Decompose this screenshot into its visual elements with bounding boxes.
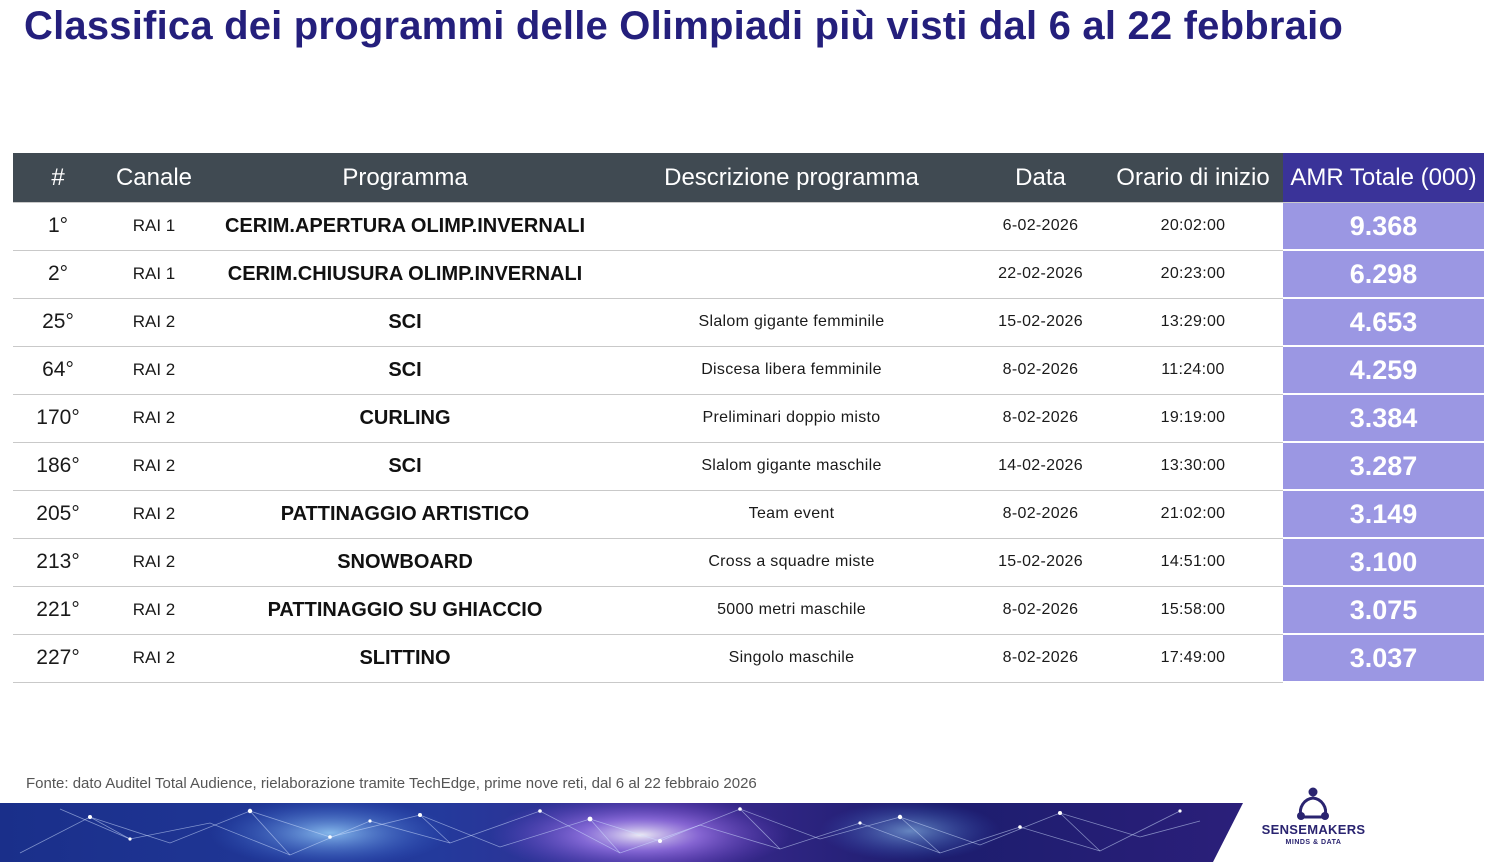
amr-cell: 6.298 xyxy=(1283,250,1484,299)
description-cell xyxy=(605,250,978,299)
date-cell: 15-02-2026 xyxy=(978,538,1103,587)
sensemakers-logo-icon xyxy=(1297,787,1329,820)
date-cell: 8-02-2026 xyxy=(978,586,1103,635)
header-date: Data xyxy=(978,153,1103,203)
amr-cell: 4.259 xyxy=(1283,346,1484,395)
channel-cell: RAI 1 xyxy=(103,202,205,251)
amr-cell: 9.368 xyxy=(1283,202,1484,251)
program-cell: SLITTINO xyxy=(205,634,605,683)
description-cell: Slalom gigante femminile xyxy=(605,298,978,347)
sensemakers-logo: SENSEMAKERS MINDS & DATA xyxy=(1246,784,1381,854)
table-row: 25° RAI 2 SCI Slalom gigante femminile 1… xyxy=(13,298,1484,347)
amr-cell: 3.100 xyxy=(1283,538,1484,587)
program-cell: CURLING xyxy=(205,394,605,443)
table-row: 64° RAI 2 SCI Discesa libera femminile 8… xyxy=(13,346,1484,395)
page-title: Classifica dei programmi delle Olimpiadi… xyxy=(24,4,1344,48)
amr-cell: 3.287 xyxy=(1283,442,1484,491)
header-rank: # xyxy=(13,153,103,203)
header-program: Programma xyxy=(205,153,605,203)
channel-cell: RAI 2 xyxy=(103,346,205,395)
table-row: 205° RAI 2 PATTINAGGIO ARTISTICO Team ev… xyxy=(13,490,1484,539)
table-row: 213° RAI 2 SNOWBOARD Cross a squadre mis… xyxy=(13,538,1484,587)
description-cell: Singolo maschile xyxy=(605,634,978,683)
table-row: 2° RAI 1 CERIM.CHIUSURA OLIMP.INVERNALI … xyxy=(13,250,1484,299)
channel-cell: RAI 2 xyxy=(103,298,205,347)
header-start-time: Orario di inizio xyxy=(1103,153,1283,203)
logo-tagline: MINDS & DATA xyxy=(1285,839,1342,846)
start-time-cell: 17:49:00 xyxy=(1103,634,1283,683)
logo-name: SENSEMAKERS xyxy=(1261,822,1366,837)
rank-cell: 1° xyxy=(13,202,103,251)
program-cell: CERIM.CHIUSURA OLIMP.INVERNALI xyxy=(205,250,605,299)
channel-cell: RAI 2 xyxy=(103,586,205,635)
date-cell: 8-02-2026 xyxy=(978,634,1103,683)
amr-cell: 4.653 xyxy=(1283,298,1484,347)
start-time-cell: 13:30:00 xyxy=(1103,442,1283,491)
date-cell: 22-02-2026 xyxy=(978,250,1103,299)
channel-cell: RAI 2 xyxy=(103,394,205,443)
table-header-row: # Canale Programma Descrizione programma… xyxy=(13,153,1484,203)
date-cell: 6-02-2026 xyxy=(978,202,1103,251)
rank-cell: 64° xyxy=(13,346,103,395)
program-cell: SCI xyxy=(205,298,605,347)
source-note: Fonte: dato Auditel Total Audience, riel… xyxy=(26,775,757,792)
description-cell: Cross a squadre miste xyxy=(605,538,978,587)
table-row: 170° RAI 2 CURLING Preliminari doppio mi… xyxy=(13,394,1484,443)
start-time-cell: 13:29:00 xyxy=(1103,298,1283,347)
start-time-cell: 15:58:00 xyxy=(1103,586,1283,635)
amr-cell: 3.149 xyxy=(1283,490,1484,539)
program-cell: PATTINAGGIO SU GHIACCIO xyxy=(205,586,605,635)
channel-cell: RAI 2 xyxy=(103,538,205,587)
date-cell: 14-02-2026 xyxy=(978,442,1103,491)
program-cell: SCI xyxy=(205,346,605,395)
ranking-table: # Canale Programma Descrizione programma… xyxy=(13,153,1484,683)
rank-cell: 170° xyxy=(13,394,103,443)
date-cell: 8-02-2026 xyxy=(978,394,1103,443)
header-channel: Canale xyxy=(103,153,205,203)
description-cell: Slalom gigante maschile xyxy=(605,442,978,491)
description-cell: Preliminari doppio misto xyxy=(605,394,978,443)
table-row: 221° RAI 2 PATTINAGGIO SU GHIACCIO 5000 … xyxy=(13,586,1484,635)
date-cell: 8-02-2026 xyxy=(978,490,1103,539)
rank-cell: 2° xyxy=(13,250,103,299)
header-description: Descrizione programma xyxy=(605,153,978,203)
description-cell xyxy=(605,202,978,251)
start-time-cell: 20:02:00 xyxy=(1103,202,1283,251)
decorative-network-banner xyxy=(0,803,1243,862)
amr-cell: 3.384 xyxy=(1283,394,1484,443)
table-row: 227° RAI 2 SLITTINO Singolo maschile 8-0… xyxy=(13,634,1484,683)
date-cell: 15-02-2026 xyxy=(978,298,1103,347)
amr-cell: 3.075 xyxy=(1283,586,1484,635)
channel-cell: RAI 2 xyxy=(103,490,205,539)
rank-cell: 213° xyxy=(13,538,103,587)
channel-cell: RAI 2 xyxy=(103,634,205,683)
start-time-cell: 14:51:00 xyxy=(1103,538,1283,587)
program-cell: SCI xyxy=(205,442,605,491)
table-row: 186° RAI 2 SCI Slalom gigante maschile 1… xyxy=(13,442,1484,491)
channel-cell: RAI 1 xyxy=(103,250,205,299)
start-time-cell: 20:23:00 xyxy=(1103,250,1283,299)
rank-cell: 221° xyxy=(13,586,103,635)
start-time-cell: 11:24:00 xyxy=(1103,346,1283,395)
program-cell: CERIM.APERTURA OLIMP.INVERNALI xyxy=(205,202,605,251)
start-time-cell: 21:02:00 xyxy=(1103,490,1283,539)
program-cell: PATTINAGGIO ARTISTICO xyxy=(205,490,605,539)
description-cell: Team event xyxy=(605,490,978,539)
rank-cell: 186° xyxy=(13,442,103,491)
rank-cell: 25° xyxy=(13,298,103,347)
channel-cell: RAI 2 xyxy=(103,442,205,491)
table-row: 1° RAI 1 CERIM.APERTURA OLIMP.INVERNALI … xyxy=(13,202,1484,251)
program-cell: SNOWBOARD xyxy=(205,538,605,587)
rank-cell: 205° xyxy=(13,490,103,539)
description-cell: 5000 metri maschile xyxy=(605,586,978,635)
date-cell: 8-02-2026 xyxy=(978,346,1103,395)
start-time-cell: 19:19:00 xyxy=(1103,394,1283,443)
amr-cell: 3.037 xyxy=(1283,634,1484,683)
rank-cell: 227° xyxy=(13,634,103,683)
description-cell: Discesa libera femminile xyxy=(605,346,978,395)
header-amr: AMR Totale (000) xyxy=(1283,153,1484,203)
